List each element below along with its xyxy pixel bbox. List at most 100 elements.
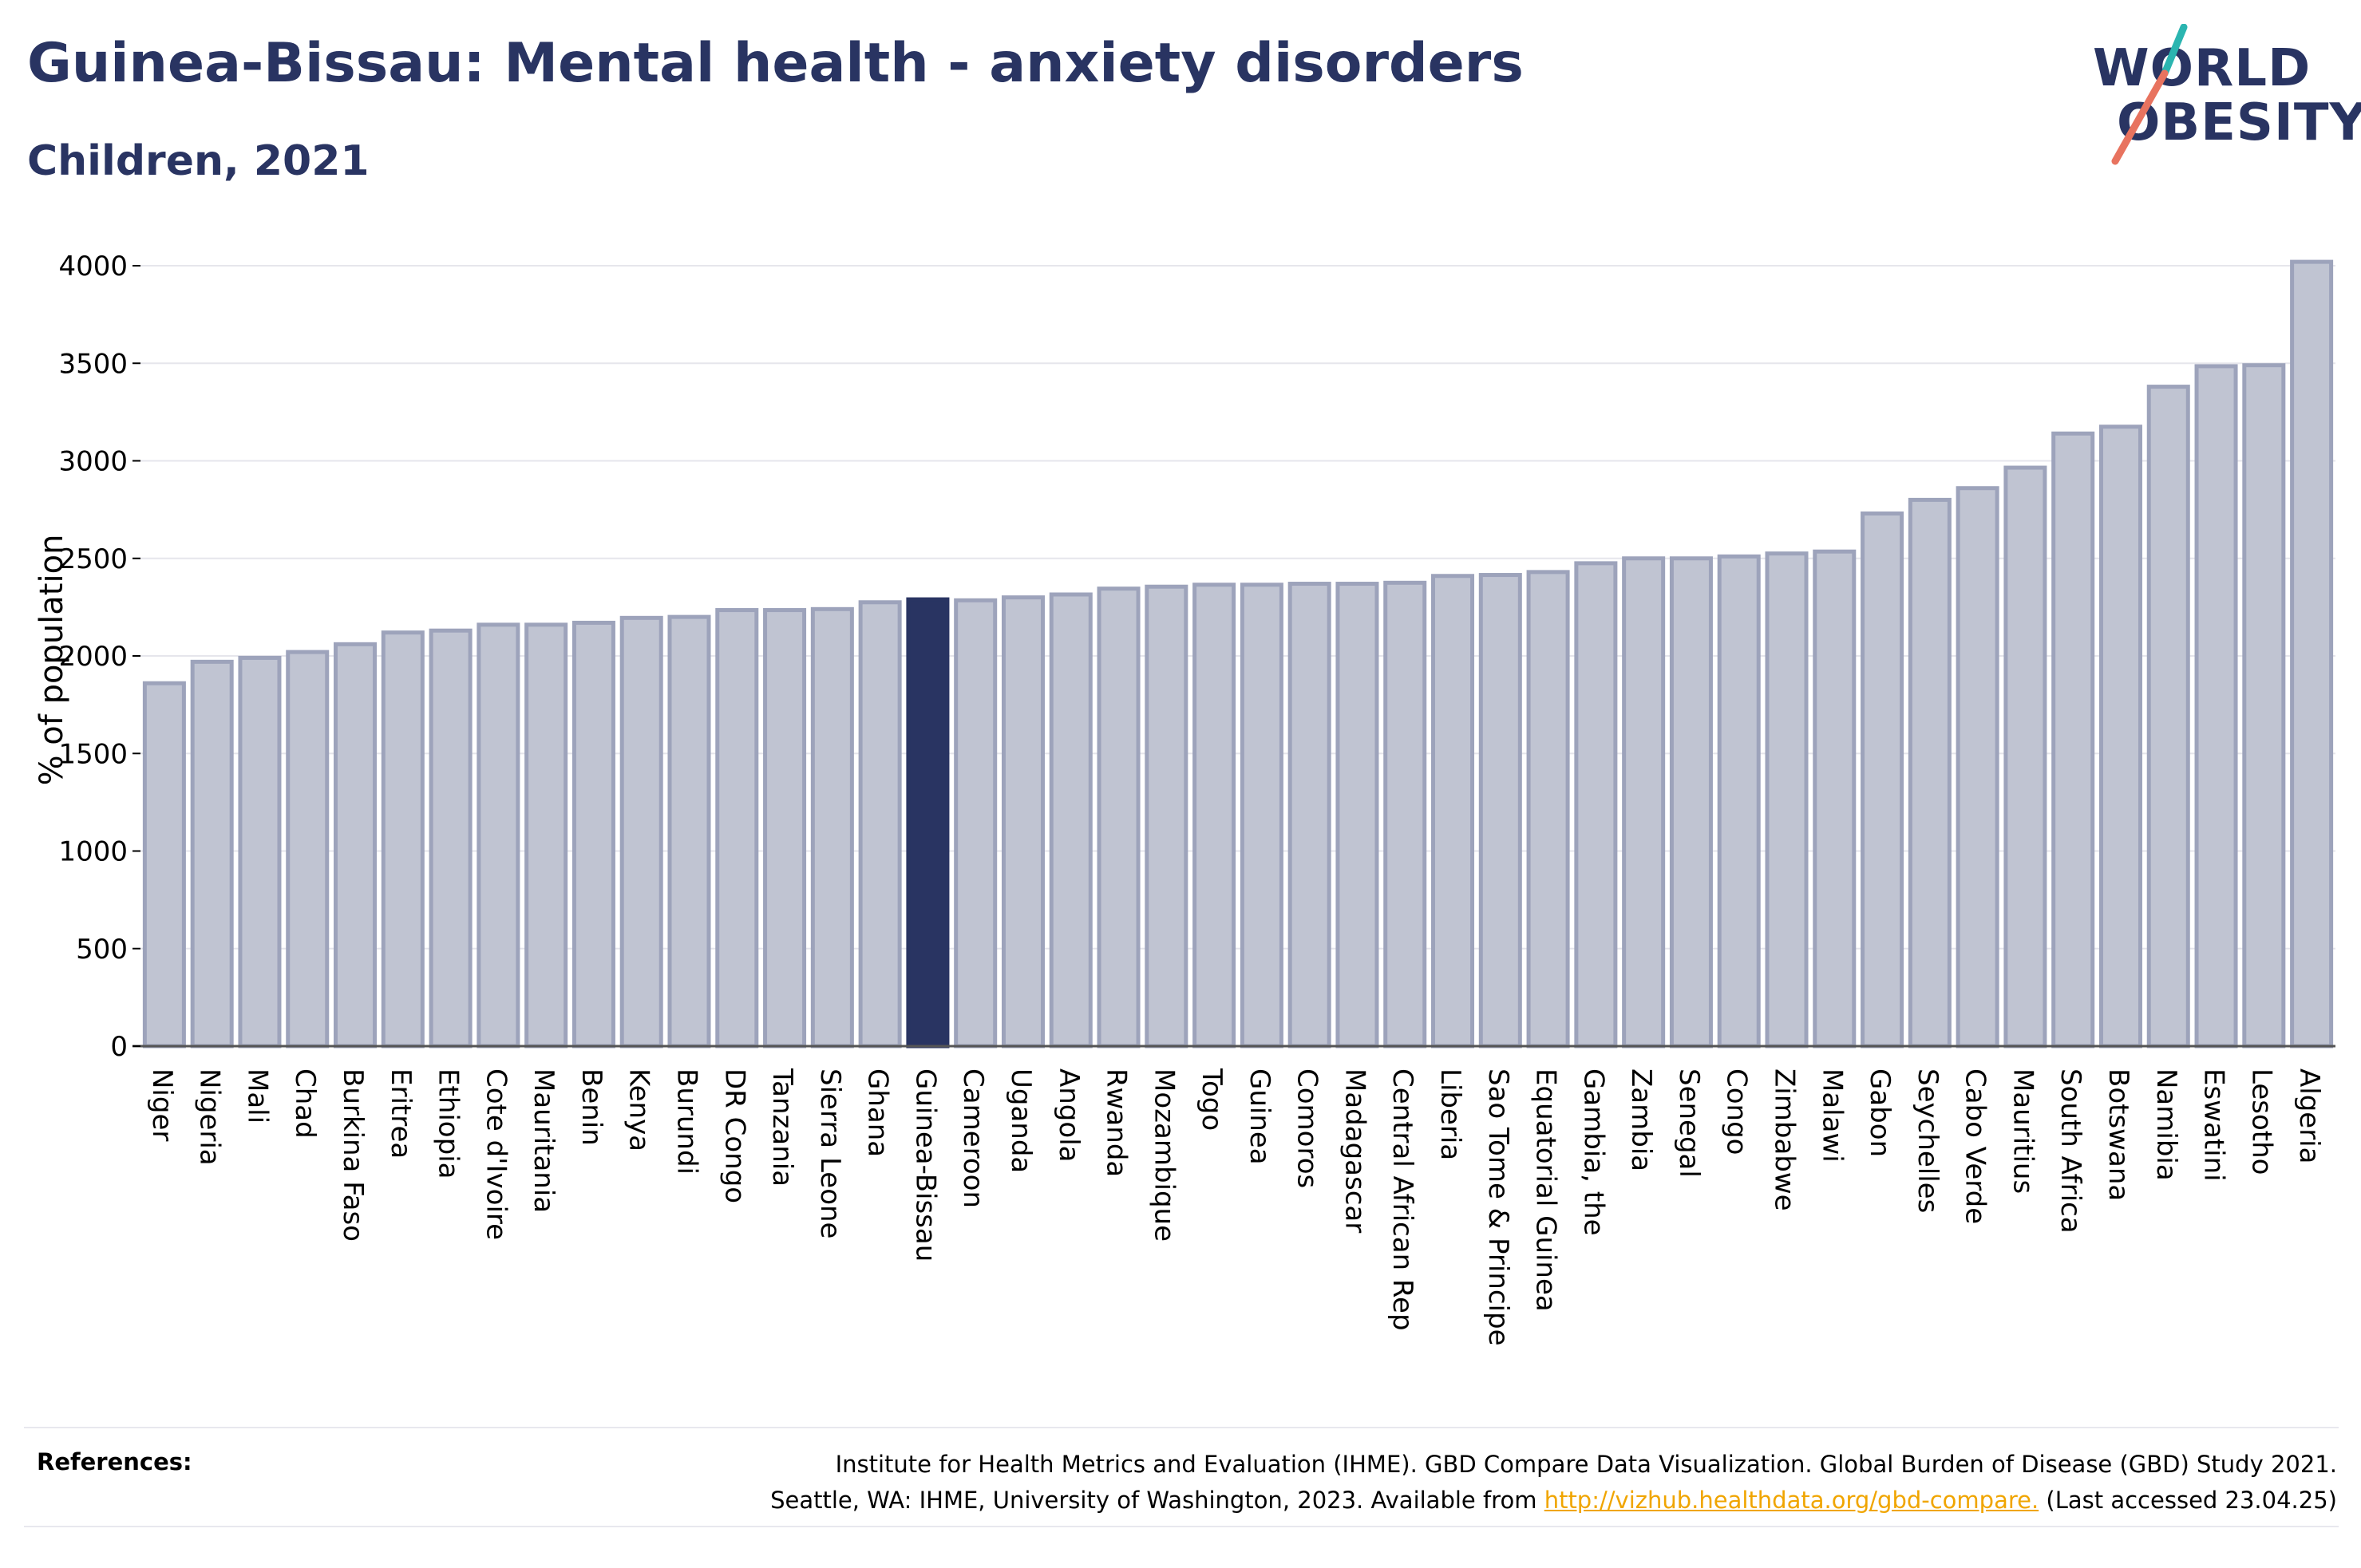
bar bbox=[954, 598, 998, 1049]
footer-divider-bottom bbox=[24, 1526, 2339, 1527]
bar bbox=[2146, 385, 2190, 1049]
bar bbox=[571, 620, 615, 1049]
x-tick-label: DR Congo bbox=[718, 1068, 750, 1203]
bar bbox=[142, 681, 186, 1049]
x-tick-label: Gabon bbox=[1864, 1068, 1896, 1157]
y-tick-label: 2500 bbox=[58, 543, 128, 575]
x-tick-label: Namibia bbox=[2150, 1068, 2182, 1181]
bar bbox=[1287, 582, 1331, 1049]
x-tick-label: Sierra Leone bbox=[814, 1068, 846, 1238]
bar bbox=[429, 628, 473, 1049]
x-tick-label: Cameroon bbox=[957, 1068, 989, 1208]
x-tick-label: Burundi bbox=[671, 1068, 703, 1175]
x-tick-label: Ethiopia bbox=[433, 1068, 465, 1179]
x-tick-label: Kenya bbox=[623, 1068, 655, 1151]
bar bbox=[1431, 574, 1475, 1049]
bar bbox=[477, 622, 520, 1049]
bar bbox=[238, 655, 282, 1049]
x-tick-label: Cabo Verde bbox=[1960, 1068, 1991, 1224]
bar bbox=[1861, 511, 1904, 1049]
x-tick-label: Senegal bbox=[1673, 1068, 1705, 1178]
bar bbox=[2098, 425, 2142, 1049]
bar bbox=[858, 600, 902, 1049]
y-tick-label: 4000 bbox=[58, 251, 128, 282]
x-tick-label: Eritrea bbox=[385, 1068, 417, 1159]
x-tick-label: Benin bbox=[575, 1068, 607, 1146]
bar bbox=[1717, 554, 1761, 1049]
logo-slash-icon bbox=[2111, 24, 2188, 165]
bar bbox=[1622, 556, 1666, 1049]
bar bbox=[1908, 497, 1952, 1049]
x-tick-label: Lesotho bbox=[2245, 1068, 2277, 1175]
bar bbox=[1240, 583, 1283, 1049]
x-tick-label: Madagascar bbox=[1339, 1068, 1370, 1233]
x-tick-label: Chad bbox=[289, 1068, 321, 1139]
world-obesity-logo: WORLD OBESITY bbox=[2085, 24, 2361, 168]
bar bbox=[334, 642, 378, 1049]
x-tick-label: Zambia bbox=[1625, 1068, 1657, 1171]
bar bbox=[2290, 259, 2334, 1049]
y-tick-label: 3000 bbox=[58, 446, 128, 478]
x-tick-label: Zimbabwe bbox=[1769, 1068, 1801, 1211]
x-tick-label: Cote d'Ivoire bbox=[480, 1068, 512, 1240]
x-tick-label: Equatorial Guinea bbox=[1530, 1068, 1562, 1312]
references-line-2-prefix: Seattle, WA: IHME, University of Washing… bbox=[770, 1487, 1544, 1514]
page-title: Guinea-Bissau: Mental health - anxiety d… bbox=[27, 32, 1524, 95]
bar bbox=[1383, 580, 1427, 1049]
bar bbox=[1097, 587, 1141, 1049]
bar bbox=[667, 614, 711, 1049]
y-tick-label: 3500 bbox=[58, 348, 128, 380]
x-tick-label: Botswana bbox=[2102, 1068, 2134, 1201]
x-tick-label: Angola bbox=[1053, 1068, 1085, 1162]
x-tick-label: Liberia bbox=[1434, 1068, 1466, 1160]
bar bbox=[2051, 431, 2095, 1049]
x-tick-label: Congo bbox=[1721, 1068, 1753, 1155]
x-tick-label: Mauritius bbox=[2007, 1068, 2039, 1194]
references-line-1: Institute for Health Metrics and Evaluat… bbox=[835, 1451, 2337, 1478]
x-tick-label: Guinea bbox=[1244, 1068, 1275, 1165]
x-tick-label: Eswatini bbox=[2198, 1068, 2230, 1182]
bar bbox=[1049, 592, 1093, 1049]
bar bbox=[1478, 573, 1522, 1049]
bar bbox=[1526, 570, 1570, 1049]
bar bbox=[524, 622, 568, 1049]
references-text: Institute for Health Metrics and Evaluat… bbox=[501, 1447, 2337, 1519]
references-link[interactable]: http://vizhub.healthdata.org/gbd-compare… bbox=[1544, 1487, 2039, 1514]
x-tick-labels: Niger Nigeria Mali Chad Burkina Faso Eritrea E… bbox=[146, 1068, 2325, 1346]
y-tick-labels: 0 500 1000 1500 2000 2500 3000 3500 4000 bbox=[58, 251, 140, 1063]
x-tick-label: Mali bbox=[241, 1068, 273, 1124]
y-tick-label: 0 bbox=[110, 1031, 128, 1063]
x-tick-label: Sao Tome & Principe bbox=[1482, 1068, 1514, 1346]
x-tick-label: Burkina Faso bbox=[337, 1068, 369, 1242]
bar bbox=[2194, 364, 2238, 1049]
bar bbox=[810, 606, 854, 1049]
bars bbox=[142, 259, 2334, 1049]
x-tick-label: Rwanda bbox=[1101, 1068, 1133, 1177]
x-tick-label: Gambia, the bbox=[1577, 1068, 1609, 1236]
x-tick-label: Central African Rep bbox=[1386, 1068, 1418, 1331]
x-tick-label: Malawi bbox=[1816, 1068, 1848, 1163]
x-tick-label: Mozambique bbox=[1148, 1068, 1180, 1242]
bar bbox=[2003, 465, 2047, 1049]
bar bbox=[1669, 556, 1713, 1049]
bar bbox=[1001, 595, 1045, 1049]
bar bbox=[381, 630, 425, 1049]
x-tick-label: Algeria bbox=[2293, 1068, 2325, 1163]
y-tick-label: 1000 bbox=[58, 836, 128, 868]
y-tick-label: 500 bbox=[76, 934, 128, 966]
x-tick-label: Seychelles bbox=[1912, 1068, 1944, 1213]
x-tick-label: Tanzania bbox=[766, 1068, 798, 1187]
x-tick-label: Guinea-Bissau bbox=[909, 1068, 941, 1262]
bar bbox=[1192, 583, 1236, 1049]
y-tick-label: 1500 bbox=[58, 738, 128, 770]
bar bbox=[2242, 363, 2286, 1049]
bar bbox=[619, 615, 663, 1049]
bar bbox=[1335, 582, 1379, 1049]
references-line-2-suffix: (Last accessed 23.04.25) bbox=[2039, 1487, 2337, 1514]
bar bbox=[1956, 486, 1999, 1049]
x-tick-label: Niger bbox=[146, 1068, 178, 1141]
bar bbox=[1813, 549, 1857, 1049]
bar bbox=[190, 659, 234, 1049]
footer-divider-top bbox=[24, 1427, 2339, 1428]
